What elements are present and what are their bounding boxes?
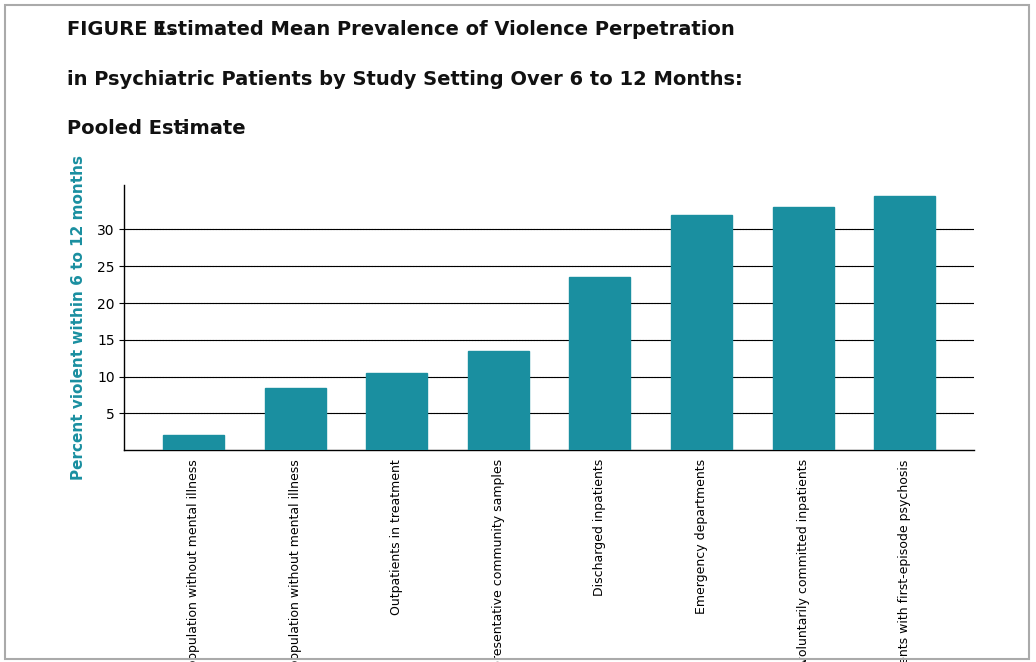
Y-axis label: Percent violent within 6 to 12 months: Percent violent within 6 to 12 months bbox=[70, 156, 86, 480]
Text: 3: 3 bbox=[179, 122, 188, 136]
Text: in Psychiatric Patients by Study Setting Over 6 to 12 Months:: in Psychiatric Patients by Study Setting… bbox=[67, 70, 743, 89]
Bar bbox=[264, 388, 325, 450]
Bar bbox=[874, 197, 936, 450]
Bar bbox=[570, 277, 630, 450]
Text: FIGURE 1.: FIGURE 1. bbox=[67, 20, 175, 39]
Bar bbox=[773, 207, 834, 450]
Bar bbox=[468, 351, 528, 450]
Bar bbox=[163, 436, 224, 450]
Bar bbox=[366, 373, 427, 450]
Text: Estimated Mean Prevalence of Violence Perpetration: Estimated Mean Prevalence of Violence Pe… bbox=[153, 20, 736, 39]
Bar bbox=[671, 214, 732, 450]
Text: Pooled Estimate: Pooled Estimate bbox=[67, 119, 246, 138]
